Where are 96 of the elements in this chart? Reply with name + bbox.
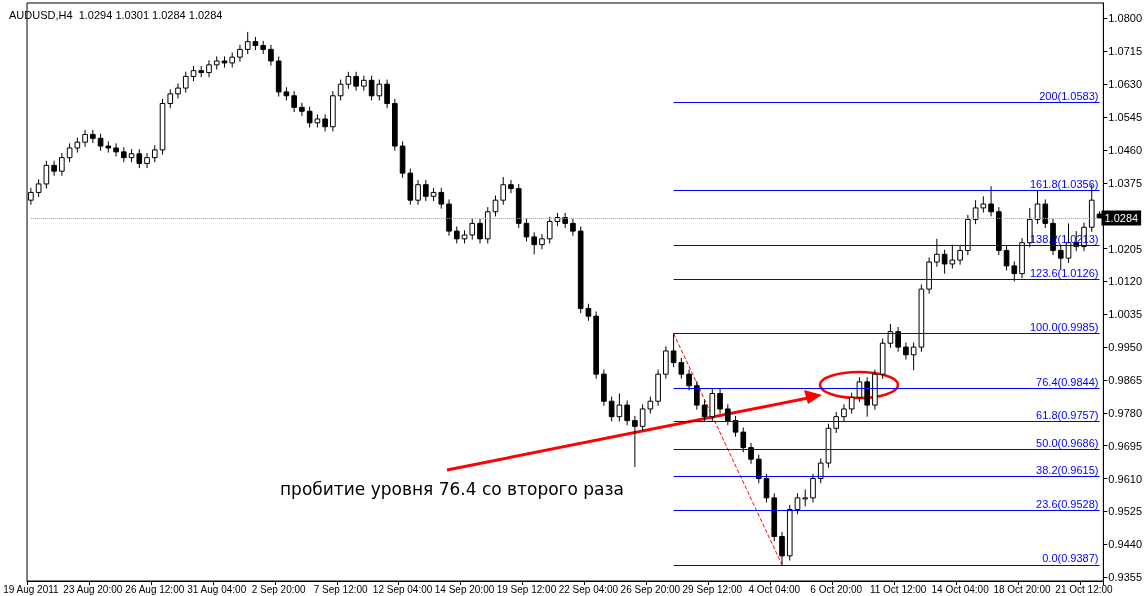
y-tick-label: 1.0375 (1108, 176, 1143, 189)
candlestick (469, 218, 476, 241)
ref-line-label: 23.6(0.9528) (1036, 497, 1099, 510)
candlestick (794, 492, 801, 515)
y-tick-label: 1.0120 (1108, 275, 1143, 288)
candlestick (779, 531, 785, 566)
ref-line-label: 123.6(1.0126) (1029, 266, 1099, 279)
candlestick (755, 454, 762, 484)
candlestick (82, 129, 88, 148)
x-tick-label: 19 Sep 12:00 (496, 583, 557, 595)
candlestick (353, 71, 359, 92)
ref-line-label: 200(1.0583) (1039, 89, 1099, 102)
candlestick (1026, 207, 1033, 248)
x-tick-label: 11 Oct 12:00 (869, 583, 927, 595)
candlestick (299, 102, 305, 117)
ref-line-label: 50.0(0.9686) (1036, 436, 1099, 449)
y-tick-label: 0.9525 (1108, 505, 1143, 518)
ref-line-label: 100.0(0.9985) (1029, 321, 1099, 334)
x-tick-label: 18 Oct 20:00 (993, 583, 1052, 595)
text: AUDUSD,H4 1.0294 1.0301 1.0284 1.0284 (9, 8, 223, 21)
candlestick (539, 233, 545, 250)
candlestick (624, 399, 630, 426)
annotation: пробитие уровня 76.4 со второго раза (280, 478, 624, 499)
candlestick (500, 176, 507, 206)
candlestick (934, 238, 940, 268)
candlestick (268, 44, 274, 67)
candlestick (422, 179, 429, 202)
y-tick-label: 0.9695 (1108, 439, 1143, 452)
ref-line-label: 61.8(0.9757) (1036, 409, 1099, 422)
candlestick (1057, 245, 1064, 271)
y-tick-label: 1.0800 (1108, 12, 1143, 25)
candlestick (384, 79, 390, 109)
candlestick (694, 380, 700, 411)
candlestick (144, 152, 150, 169)
y-tick-label: 0.9610 (1108, 472, 1143, 485)
candlestick (237, 44, 243, 63)
candlestick (763, 473, 770, 504)
x-tick-label: 29 Sep 12:00 (682, 583, 743, 595)
y-tick-label: 1.0630 (1108, 78, 1143, 91)
x-tick-label: 14 Oct 04:00 (931, 583, 990, 595)
x-tick-label: 19 Aug 2011 (3, 583, 60, 595)
candlestick (206, 59, 212, 78)
candlestick (810, 473, 816, 504)
y-tick-label: 1.0205 (1108, 242, 1143, 255)
x-tick-label: 26 Aug 12:00 (125, 583, 185, 595)
candlestick (415, 179, 421, 206)
y-tick-label: 1.0545 (1108, 111, 1143, 124)
candlestick (903, 341, 909, 360)
candlestick (175, 82, 181, 99)
x-tick-label: 14 Sep 20:00 (434, 583, 495, 595)
candlestick (291, 90, 297, 113)
x-tick-label: 22 Sep 04:00 (558, 583, 619, 595)
x-tick-label: 4 Oct 04:00 (748, 583, 801, 595)
candlestick (570, 218, 576, 237)
candlestick (841, 403, 847, 422)
x-tick-label: 21 Oct 12:00 (1055, 583, 1114, 595)
candlestick (508, 179, 514, 194)
ref-line-label: 0.0(0.9387) (1042, 552, 1099, 565)
candlestick (477, 218, 483, 244)
candlestick (51, 160, 57, 177)
candlestick (361, 75, 367, 92)
y-tick-label: 0.9440 (1108, 538, 1143, 551)
candlestick (663, 345, 669, 380)
x-tick-label: 23 Aug 20:00 (63, 583, 123, 595)
candlestick (895, 326, 901, 353)
candlestick (531, 231, 538, 255)
x-tick-label: 6 Oct 20:00 (810, 583, 863, 595)
y-tick-label: 0.9950 (1108, 341, 1143, 354)
candlestick (113, 142, 119, 157)
y-tick-label: 1.0460 (1108, 143, 1143, 156)
ref-line-label: 76.4(0.9844) (1036, 375, 1099, 388)
x-tick-label: 31 Aug 04:00 (187, 583, 247, 595)
x-tick-label: 7 Sep 12:00 (313, 583, 369, 595)
x-tick-label: 12 Sep 04:00 (372, 583, 433, 595)
x-tick-label: 2 Sep 20:00 (251, 583, 307, 595)
candlestick (182, 71, 189, 94)
candlestick (724, 403, 731, 426)
candlestick (59, 152, 65, 177)
candlestick (833, 411, 840, 434)
x-tick-label: 26 Sep 20:00 (620, 583, 681, 595)
ref-line-label: 38.2(0.9615) (1036, 464, 1099, 477)
candlestick (864, 376, 870, 418)
ref-line-label: 161.8(1.0356) (1029, 177, 1099, 190)
y-tick-label: 0.9780 (1108, 406, 1143, 419)
candlestick (686, 369, 692, 391)
y-tick-label: 1.0715 (1108, 45, 1143, 58)
candlestick (988, 185, 994, 217)
candlestick (748, 442, 754, 465)
candlestick (957, 245, 963, 266)
candlestick (632, 415, 638, 468)
y-tick-label: 1.0035 (1108, 308, 1143, 321)
candlestick (717, 388, 723, 415)
candlestick (322, 113, 328, 132)
ref-line-label: 1.0284 (1104, 211, 1139, 224)
y-tick-label: 0.9865 (1108, 373, 1143, 386)
y-tick-label: 0.9355 (1108, 571, 1143, 584)
